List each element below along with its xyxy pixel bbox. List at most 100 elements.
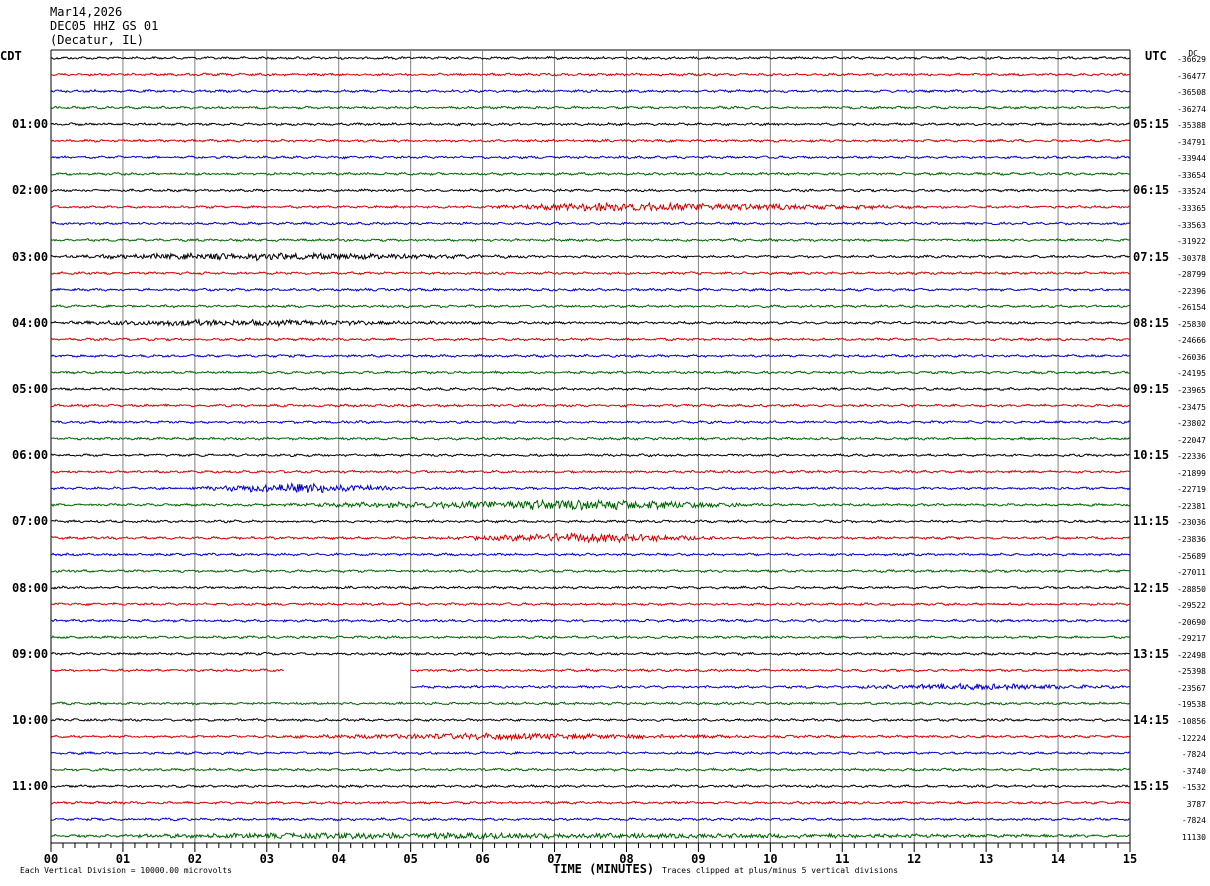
x-tick-label: 07 [547, 852, 562, 866]
right-hour-label: 05:15 [1133, 117, 1170, 132]
trace-line [50, 105, 1131, 110]
header-station: DEC05 HHZ GS 01 [50, 19, 159, 33]
dc-offset-label: -36508 [1177, 88, 1206, 98]
trace-line [50, 121, 1131, 127]
left-hour-label: 11:00 [12, 779, 49, 794]
x-tick-label: 11 [835, 852, 850, 866]
trace-line [50, 138, 1131, 143]
trace-line [50, 498, 1131, 511]
trace-line [50, 353, 1131, 358]
dc-offset-label: -28799 [1177, 270, 1206, 280]
dc-offset-label: -24195 [1177, 369, 1206, 379]
dc-offset-label: 11130 [1181, 832, 1206, 842]
left-hour-label: 09:00 [12, 646, 49, 661]
right-hour-label: 11:15 [1133, 514, 1170, 529]
trace-line [50, 337, 1131, 342]
trace-line [50, 386, 1131, 392]
trace-line [50, 303, 1131, 309]
left-hour-label: 03:00 [12, 249, 49, 264]
dc-offset-label: -28850 [1177, 584, 1206, 594]
x-tick-label: 15 [1122, 852, 1138, 866]
dc-offset-label: -19538 [1177, 700, 1206, 710]
dc-offset-label: -35388 [1177, 121, 1206, 131]
dc-offset-label: -10856 [1177, 717, 1206, 726]
dc-offset-label: -23567 [1177, 683, 1206, 693]
x-tick-label: 05 [403, 852, 418, 866]
trace-line [50, 370, 1131, 375]
dc-offset-label: -30378 [1177, 253, 1206, 263]
trace-line [50, 72, 1131, 77]
dc-offset-label: -23802 [1177, 419, 1206, 429]
dc-offset-label: -23965 [1177, 386, 1206, 395]
dc-offset-label: -25398 [1177, 667, 1206, 677]
dc-offset-label: 3787 [1186, 799, 1206, 809]
trace-line [50, 750, 1131, 756]
time-axis [50, 842, 1131, 852]
x-tick-label: 12 [906, 852, 922, 866]
dc-offset-label: -33944 [1177, 154, 1206, 164]
dc-offset-label: -22047 [1177, 435, 1206, 445]
trace-line [50, 154, 1131, 160]
x-tick-label: 01 [115, 852, 131, 866]
dc-offset-label: -12224 [1177, 733, 1206, 743]
dc-offset-label: -22719 [1177, 485, 1206, 495]
dc-offset-label: -25830 [1177, 319, 1206, 329]
right-hour-label: 07:15 [1133, 249, 1170, 264]
left-hour-label: 10:00 [12, 713, 49, 727]
dc-offset-label: -25689 [1177, 551, 1206, 561]
dc-offset-label: -31922 [1177, 237, 1206, 247]
left-hour-label: 06:00 [12, 448, 49, 463]
right-hour-label: 08:15 [1133, 315, 1170, 330]
trace-line [50, 635, 1131, 640]
left-timezone: CDT [0, 49, 22, 63]
header-location: (Decatur, IL) [50, 33, 144, 47]
trace-line [50, 237, 1131, 243]
trace-line [50, 532, 1131, 544]
x-tick-label: 06 [475, 852, 490, 866]
dc-offset-label: -1532 [1181, 783, 1206, 793]
header-date: Mar14,2026 [50, 5, 123, 19]
dc-offset-label: -7824 [1181, 816, 1206, 826]
trace-line [50, 469, 1131, 475]
dc-offset-label: -23036 [1177, 518, 1206, 528]
seismogram-traces [50, 55, 1131, 841]
trace-line [50, 221, 1131, 226]
trace-line [50, 601, 1131, 607]
dc-offset-label: -24666 [1177, 336, 1206, 346]
trace-line [50, 717, 1131, 723]
trace-line [50, 800, 1131, 805]
trace-line [50, 767, 1131, 772]
dc-offset-label: -26036 [1177, 352, 1206, 362]
dc-offset-label: -36629 [1177, 55, 1206, 64]
trace-line [50, 317, 1131, 328]
trace-line [50, 732, 1131, 742]
x-tick-label: 04 [331, 852, 346, 866]
dc-offset-label: -21899 [1177, 468, 1206, 478]
trace-line [50, 519, 1131, 524]
dc-offset-label: -22381 [1177, 501, 1206, 511]
dc-offset-label: -36477 [1177, 71, 1206, 81]
x-tick-label: 02 [187, 852, 203, 866]
trace-line [50, 816, 1131, 822]
trace-line [50, 55, 1131, 61]
right-hour-label: 15:15 [1133, 779, 1170, 794]
trace-line [50, 831, 1131, 841]
right-hour-label: 14:15 [1133, 713, 1170, 727]
x-axis-label: TIME (MINUTES) [553, 862, 655, 876]
trace-line [50, 701, 1131, 706]
trace-line [410, 682, 1131, 692]
dc-offset-label: -20690 [1177, 617, 1206, 627]
trace-line [50, 420, 1131, 425]
trace-line [50, 482, 1131, 494]
trace-line [50, 188, 1131, 193]
dc-offset-label: -3740 [1181, 766, 1206, 776]
dc-offset-label: -34791 [1177, 137, 1206, 147]
right-hour-label: 10:15 [1133, 448, 1170, 463]
dc-offset-label: -23475 [1177, 402, 1206, 412]
trace-line [50, 667, 1131, 673]
left-hour-label: 07:00 [12, 514, 49, 529]
trace-line [50, 271, 1131, 276]
dc-offset-label: -22336 [1177, 452, 1206, 462]
trace-line [50, 651, 1130, 657]
